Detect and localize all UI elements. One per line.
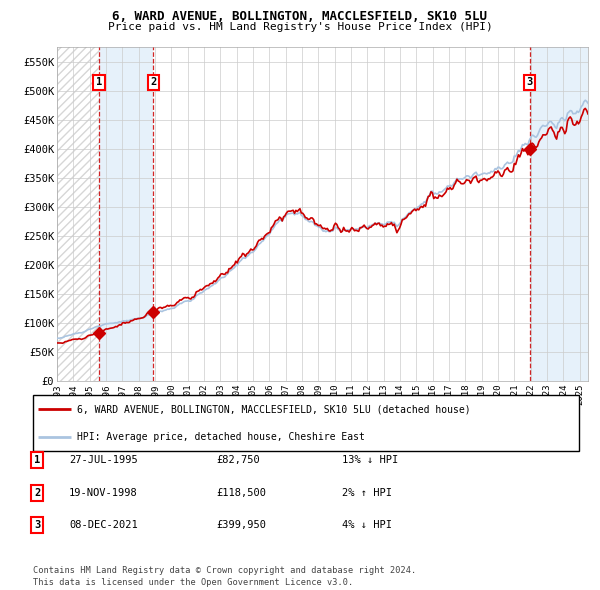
Text: £82,750: £82,750	[216, 455, 260, 465]
FancyBboxPatch shape	[33, 395, 579, 451]
Text: 2% ↑ HPI: 2% ↑ HPI	[342, 488, 392, 497]
Text: 13% ↓ HPI: 13% ↓ HPI	[342, 455, 398, 465]
Text: 3: 3	[34, 520, 40, 530]
Text: 1: 1	[34, 455, 40, 465]
Text: Price paid vs. HM Land Registry's House Price Index (HPI): Price paid vs. HM Land Registry's House …	[107, 22, 493, 32]
Text: 27-JUL-1995: 27-JUL-1995	[69, 455, 138, 465]
Text: 2: 2	[150, 77, 157, 87]
Text: £118,500: £118,500	[216, 488, 266, 497]
Text: £399,950: £399,950	[216, 520, 266, 530]
Text: 3: 3	[527, 77, 533, 87]
Bar	[57, 47, 99, 381]
Text: Contains HM Land Registry data © Crown copyright and database right 2024.
This d: Contains HM Land Registry data © Crown c…	[33, 566, 416, 587]
Bar	[530, 47, 588, 381]
Text: 2: 2	[34, 488, 40, 497]
Text: HPI: Average price, detached house, Cheshire East: HPI: Average price, detached house, Ches…	[77, 432, 365, 442]
Text: 1: 1	[96, 77, 102, 87]
Text: 4% ↓ HPI: 4% ↓ HPI	[342, 520, 392, 530]
Text: 6, WARD AVENUE, BOLLINGTON, MACCLESFIELD, SK10 5LU: 6, WARD AVENUE, BOLLINGTON, MACCLESFIELD…	[113, 10, 487, 23]
Text: 6, WARD AVENUE, BOLLINGTON, MACCLESFIELD, SK10 5LU (detached house): 6, WARD AVENUE, BOLLINGTON, MACCLESFIELD…	[77, 404, 470, 414]
Bar	[99, 47, 153, 381]
Text: 08-DEC-2021: 08-DEC-2021	[69, 520, 138, 530]
Text: 19-NOV-1998: 19-NOV-1998	[69, 488, 138, 497]
